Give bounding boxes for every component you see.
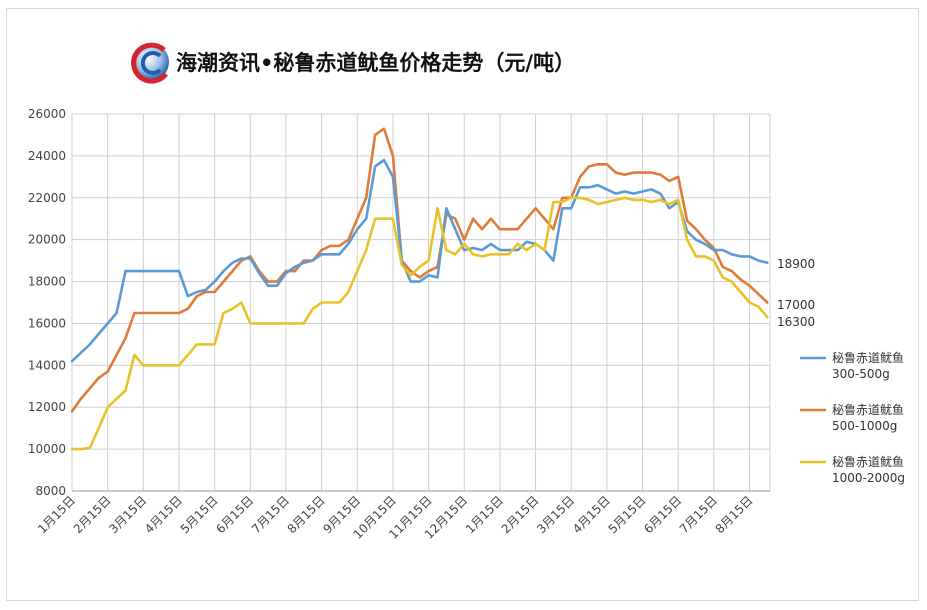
legend: 秘鲁赤道鱿鱼 300-500g 秘鲁赤道鱿鱼 500-1000g 秘鲁赤道鱿鱼 1000-… bbox=[800, 350, 905, 485]
logo-icon bbox=[131, 42, 169, 84]
x-tick-label: 7月15日 bbox=[249, 493, 292, 536]
x-tick-label: 1月15日 bbox=[463, 493, 506, 536]
legend-sublabel-3: 1000-2000g bbox=[832, 471, 905, 485]
x-tick-label: 1月15日 bbox=[35, 493, 78, 536]
legend-label-1: 秘鲁赤道鱿鱼 bbox=[832, 350, 904, 365]
y-tick-label: 12000 bbox=[28, 400, 66, 414]
y-tick-label: 14000 bbox=[28, 358, 66, 372]
series-line-1 bbox=[70, 158, 769, 363]
x-tick-label: 4月15日 bbox=[570, 493, 613, 536]
y-tick-label: 16000 bbox=[28, 316, 66, 330]
y-tick-label: 18000 bbox=[28, 275, 66, 289]
x-tick-label: 6月15日 bbox=[213, 493, 256, 536]
end-label-series-2: 17000 bbox=[777, 298, 815, 312]
x-tick-label: 3月15日 bbox=[534, 493, 577, 536]
grid bbox=[71, 113, 771, 492]
y-tick-label: 20000 bbox=[28, 233, 66, 247]
x-tick-label: 8月15日 bbox=[285, 493, 328, 536]
legend-sublabel-1: 300-500g bbox=[832, 367, 890, 381]
x-tick-label: 4月15日 bbox=[142, 493, 185, 536]
end-label-series-1: 18900 bbox=[777, 257, 815, 271]
x-tick-label: 5月15日 bbox=[178, 493, 221, 536]
chart-title: 海潮资讯•秘鲁赤道鱿鱼价格走势（元/吨） bbox=[176, 50, 575, 75]
series-line-3 bbox=[70, 196, 769, 451]
y-tick-label: 26000 bbox=[28, 107, 66, 121]
legend-label-2: 秘鲁赤道鱿鱼 bbox=[832, 402, 904, 417]
y-tick-label: 8000 bbox=[35, 484, 66, 498]
x-tick-label: 8月15日 bbox=[713, 493, 756, 536]
x-tick-label: 7月15日 bbox=[677, 493, 720, 536]
x-tick-label: 5月15日 bbox=[606, 493, 649, 536]
x-tick-label: 2月15日 bbox=[71, 493, 114, 536]
axes: 8000 10000 12000 14000 16000 18000 20000 22000 2… bbox=[28, 107, 770, 542]
end-label-series-3: 16300 bbox=[777, 315, 815, 329]
series-lines bbox=[70, 127, 769, 451]
y-tick-label: 10000 bbox=[28, 442, 66, 456]
legend-sublabel-2: 500-1000g bbox=[832, 419, 897, 433]
chart-frame bbox=[6, 8, 919, 601]
x-tick-label: 6月15日 bbox=[641, 493, 684, 536]
x-tick-label: 3月15日 bbox=[106, 493, 149, 536]
y-tick-label: 24000 bbox=[28, 149, 66, 163]
series-line-2 bbox=[70, 127, 769, 413]
y-tick-label: 22000 bbox=[28, 191, 66, 205]
legend-label-3: 秘鲁赤道鱿鱼 bbox=[832, 454, 904, 469]
x-tick-label: 2月15日 bbox=[499, 493, 542, 536]
